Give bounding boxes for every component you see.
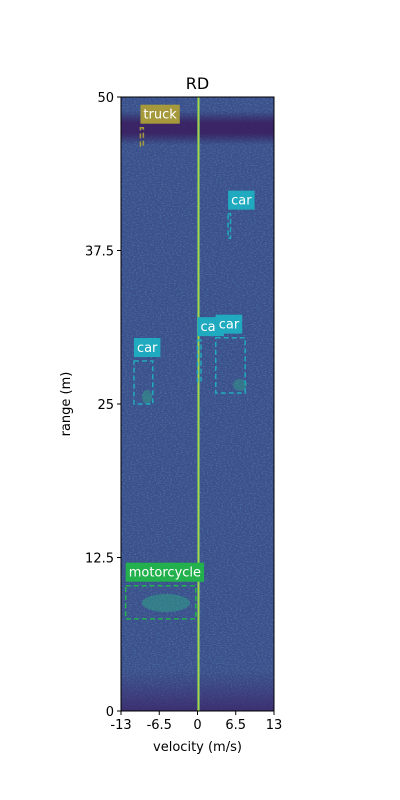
x-tick-label: 0 bbox=[193, 718, 201, 733]
x-tick-label: -13 bbox=[110, 718, 131, 733]
detection-label-bg bbox=[133, 338, 161, 358]
detection-label-bg bbox=[140, 104, 180, 124]
detection-label-bg bbox=[215, 314, 243, 334]
detection-box-motorcycle bbox=[124, 584, 197, 620]
detection-label-motorcycle: motorcycle bbox=[129, 566, 201, 581]
x-axis: -13 -6.5 0 6.5 13 bbox=[110, 711, 282, 733]
y-tick-label: 12.5 bbox=[85, 552, 114, 567]
detection-box-car bbox=[196, 339, 202, 383]
y-axis: 0 12.5 25 37.5 50 bbox=[85, 91, 121, 720]
detection-label-truck: truck bbox=[143, 108, 177, 123]
detection-label-bg bbox=[228, 190, 255, 210]
detections-layer bbox=[124, 126, 246, 620]
motorcycle-return bbox=[142, 594, 190, 612]
car-return-right bbox=[233, 379, 247, 391]
detection-label-car: car bbox=[231, 194, 252, 209]
detection-box-car bbox=[133, 360, 154, 405]
x-tick-label: 6.5 bbox=[225, 718, 246, 733]
y-tick-label: 50 bbox=[97, 91, 114, 106]
plot-area bbox=[121, 97, 274, 711]
detection-box-truck bbox=[139, 126, 145, 147]
detection-label-car: car bbox=[137, 341, 158, 356]
x-tick-label: 13 bbox=[266, 718, 283, 733]
x-axis-title: velocity (m/s) bbox=[153, 740, 242, 755]
y-axis-title: range (m) bbox=[59, 372, 74, 437]
detection-label-car: car bbox=[219, 318, 240, 333]
chart-title: RD bbox=[186, 74, 209, 93]
y-tick-label: 0 bbox=[106, 705, 114, 720]
zero-doppler-core bbox=[198, 97, 199, 711]
y-tick-label: 37.5 bbox=[85, 245, 114, 260]
detection-box-car bbox=[214, 336, 246, 394]
x-tick-label: -6.5 bbox=[147, 718, 172, 733]
detection-box-car bbox=[227, 212, 232, 239]
y-tick-label: 25 bbox=[97, 398, 114, 413]
car-return-left bbox=[142, 390, 152, 404]
detection-label-bg bbox=[125, 562, 205, 582]
